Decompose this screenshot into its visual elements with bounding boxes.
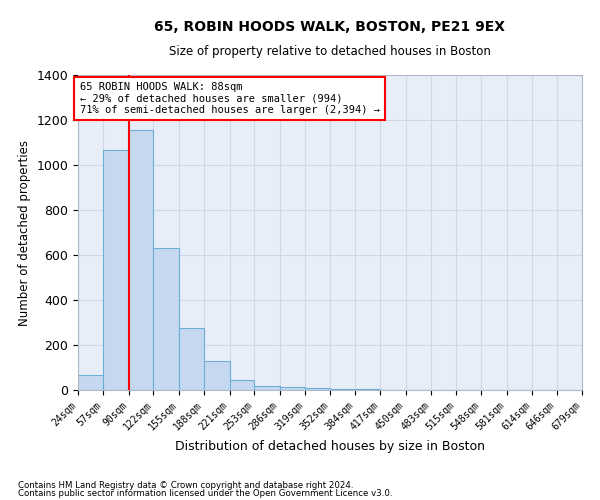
Bar: [103, 150, 129, 390]
Bar: [305, 388, 331, 390]
Bar: [179, 328, 204, 390]
Bar: [129, 130, 154, 390]
X-axis label: Distribution of detached houses by size in Boston: Distribution of detached houses by size …: [175, 440, 485, 453]
Text: 65 ROBIN HOODS WALK: 88sqm
← 29% of detached houses are smaller (994)
71% of sem: 65 ROBIN HOODS WALK: 88sqm ← 29% of deta…: [80, 82, 380, 115]
Text: Contains public sector information licensed under the Open Government Licence v3: Contains public sector information licen…: [18, 489, 392, 498]
Bar: [78, 376, 103, 390]
Bar: [204, 361, 230, 390]
Bar: [331, 389, 355, 390]
Bar: [280, 386, 305, 390]
Bar: [254, 386, 280, 390]
Bar: [154, 248, 179, 390]
Text: 65, ROBIN HOODS WALK, BOSTON, PE21 9EX: 65, ROBIN HOODS WALK, BOSTON, PE21 9EX: [155, 20, 505, 34]
Bar: [230, 380, 254, 390]
Y-axis label: Number of detached properties: Number of detached properties: [18, 140, 31, 326]
Text: Contains HM Land Registry data © Crown copyright and database right 2024.: Contains HM Land Registry data © Crown c…: [18, 480, 353, 490]
Text: Size of property relative to detached houses in Boston: Size of property relative to detached ho…: [169, 45, 491, 58]
